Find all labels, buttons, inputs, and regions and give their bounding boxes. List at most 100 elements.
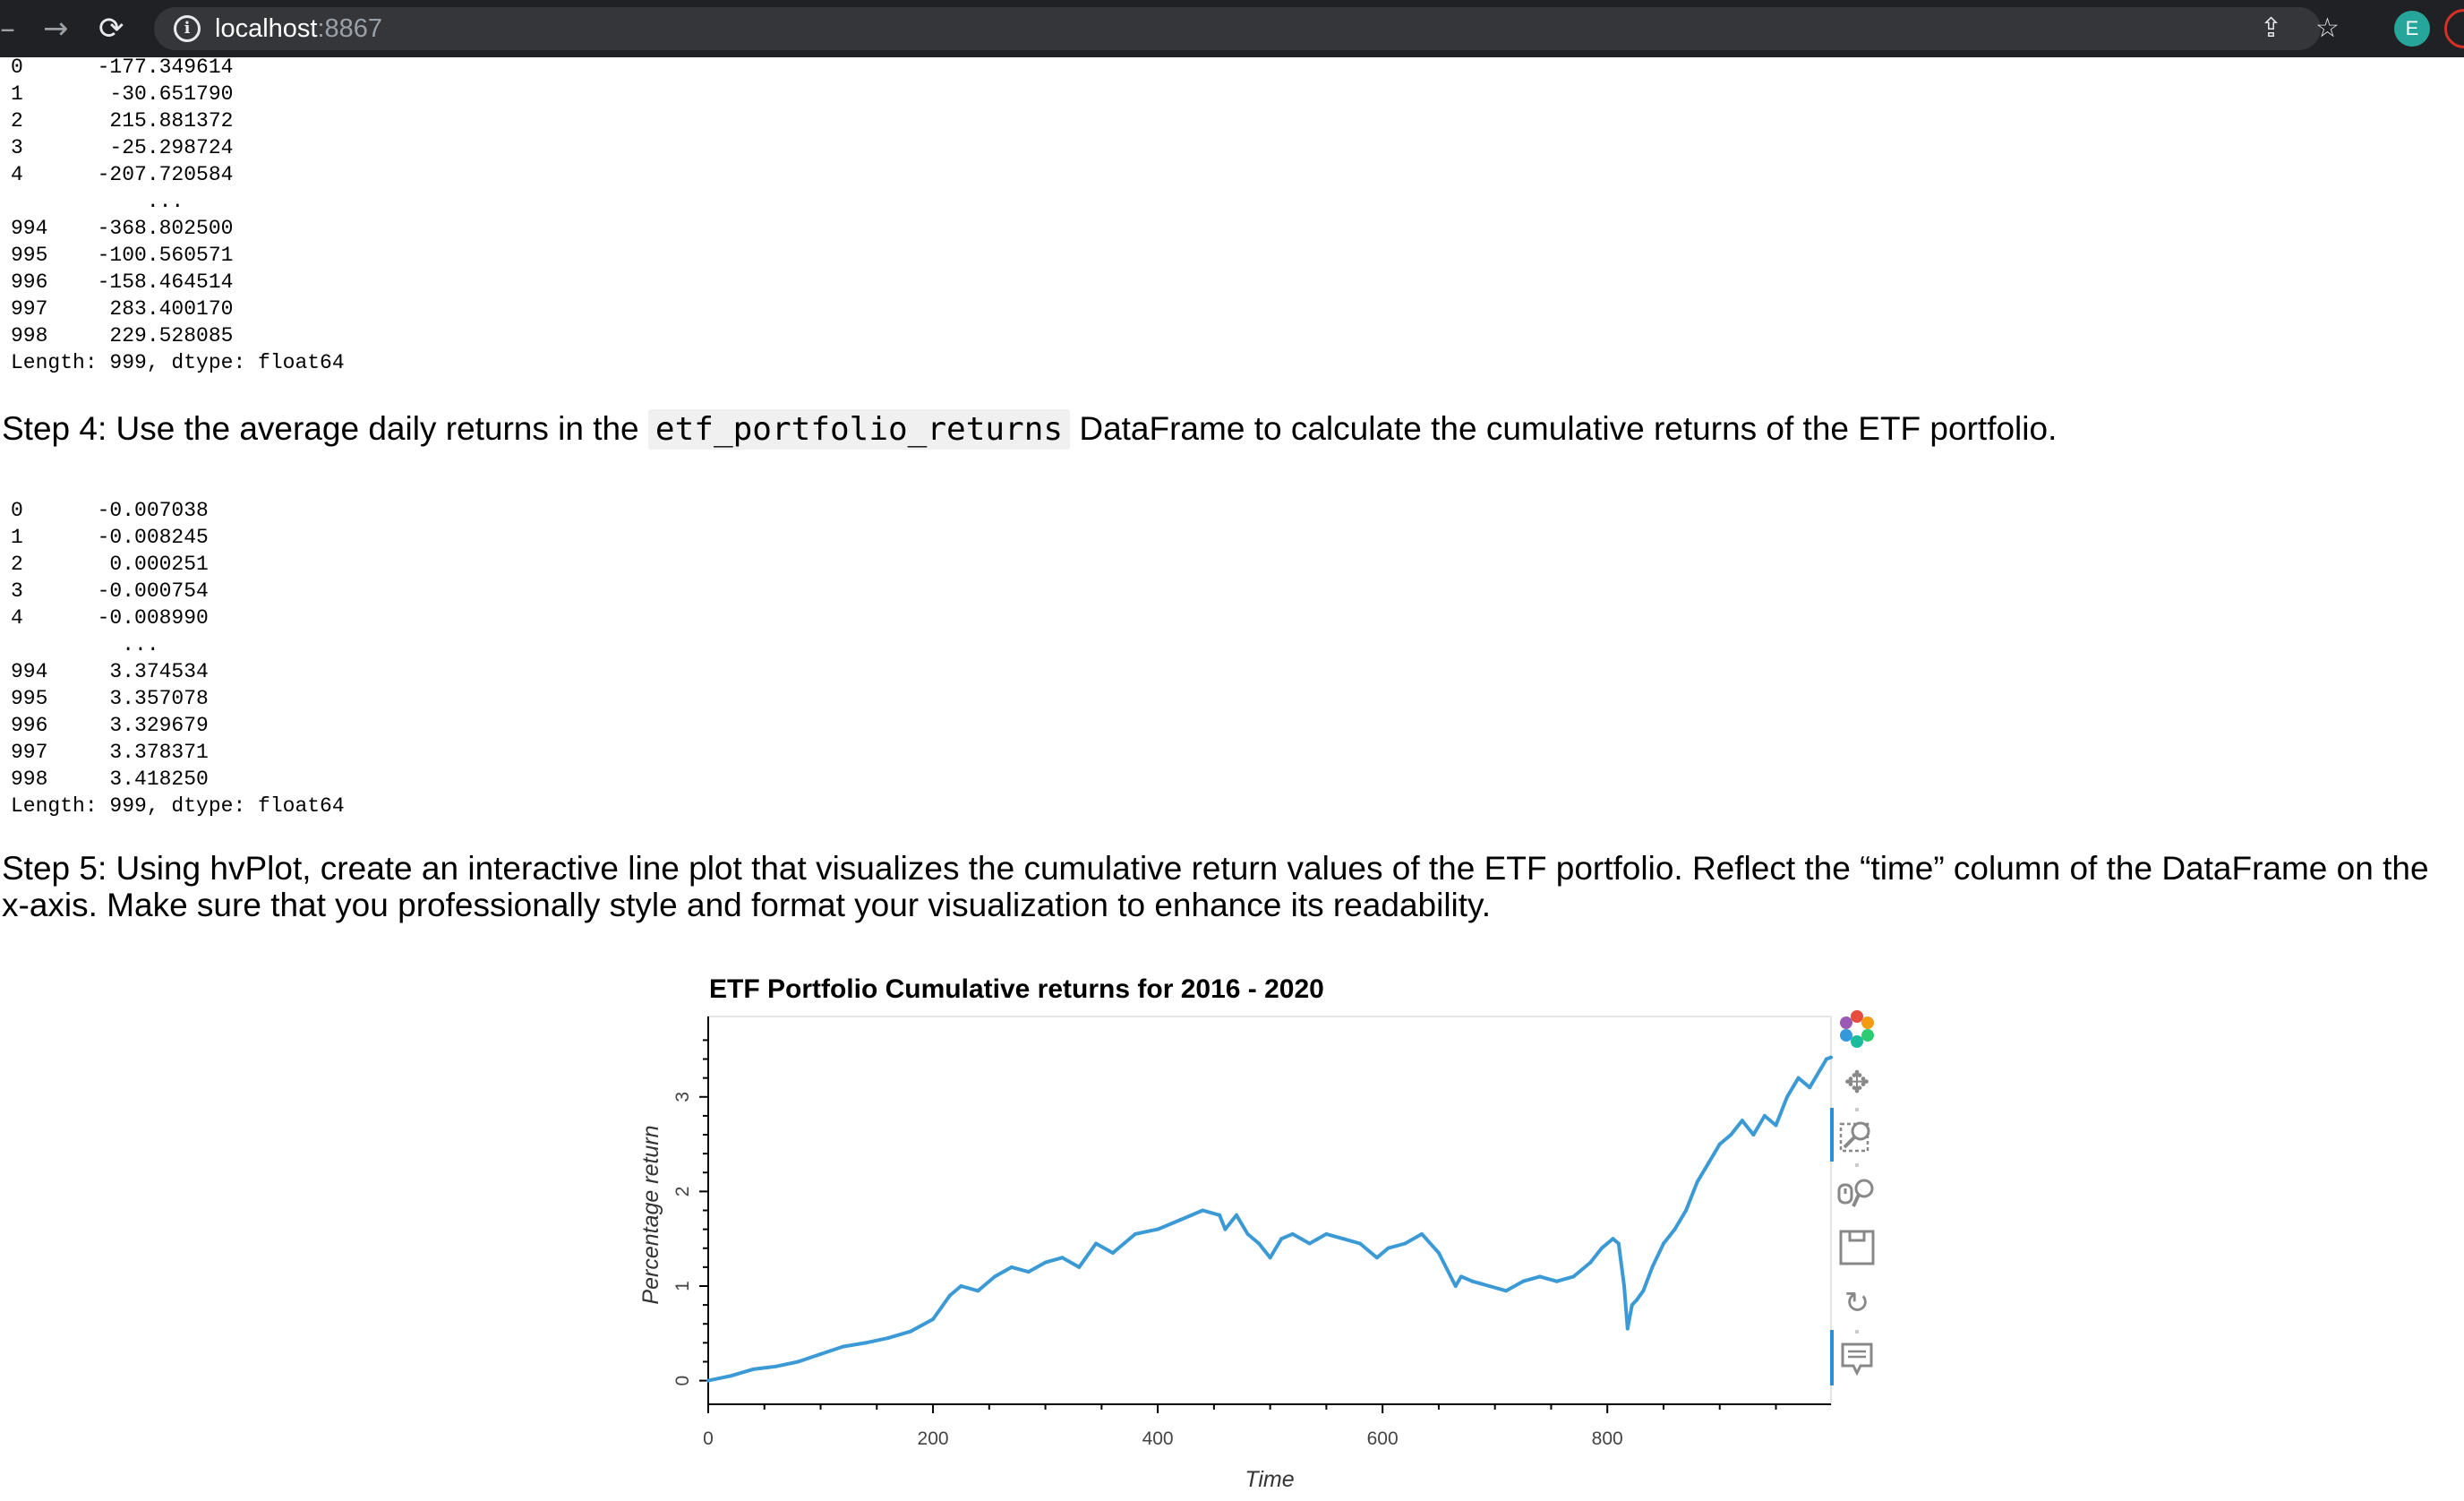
series-output-2: 0 -0.007038 1 -0.008245 2 0.000251 3 -0.000… bbox=[11, 497, 345, 819]
plot-frame bbox=[707, 1016, 1832, 1405]
output-line: 995 -100.560571 bbox=[11, 244, 234, 267]
address-bar[interactable]: i localhost:8867 ⇪ ☆ bbox=[154, 7, 2340, 50]
output-line: 2 0.000251 bbox=[11, 553, 209, 576]
reset-icon[interactable]: ↻ bbox=[1844, 1285, 1870, 1321]
data-point bbox=[1796, 1076, 1801, 1080]
data-point bbox=[1201, 1208, 1205, 1213]
output-line: 4 -0.008990 bbox=[11, 606, 209, 630]
wheel-zoom-icon[interactable] bbox=[1835, 1171, 1878, 1214]
output-line: 996 -158.464514 bbox=[11, 270, 234, 294]
save-icon[interactable] bbox=[1835, 1226, 1878, 1269]
data-point bbox=[1077, 1265, 1082, 1269]
output-line: ... bbox=[11, 190, 234, 213]
data-point bbox=[1634, 1298, 1638, 1302]
series-output-1: 0 -177.349614 1 -30.651790 2 215.881372 3 -… bbox=[11, 54, 345, 376]
data-point bbox=[886, 1336, 890, 1341]
output-line: Length: 999, dtype: float64 bbox=[11, 351, 345, 374]
data-point bbox=[1762, 1113, 1767, 1118]
data-point bbox=[1622, 1283, 1627, 1288]
data-point bbox=[1808, 1085, 1812, 1090]
back-icon[interactable]: – bbox=[0, 11, 15, 47]
output-line: 994 3.374534 bbox=[11, 660, 209, 683]
data-point bbox=[1774, 1123, 1778, 1128]
output-line: 0 -0.007038 bbox=[11, 499, 209, 522]
data-point bbox=[1234, 1213, 1238, 1217]
data-point bbox=[1374, 1256, 1379, 1260]
data-point bbox=[1729, 1133, 1733, 1137]
data-point bbox=[1223, 1227, 1228, 1231]
reload-icon[interactable]: ⟳ bbox=[98, 11, 124, 47]
forward-icon[interactable]: → bbox=[43, 11, 69, 47]
data-point bbox=[1307, 1241, 1312, 1246]
x-tick-label: 600 bbox=[1367, 1428, 1399, 1449]
data-point bbox=[1094, 1241, 1099, 1246]
data-point bbox=[1324, 1231, 1329, 1236]
bookmark-star-icon[interactable]: ☆ bbox=[2315, 13, 2340, 44]
data-point bbox=[706, 1378, 710, 1383]
data-point bbox=[1156, 1227, 1160, 1231]
series-line bbox=[707, 1055, 1832, 1383]
data-point bbox=[1537, 1274, 1542, 1279]
info-icon[interactable]: i bbox=[174, 15, 201, 42]
bokeh-logo-icon[interactable] bbox=[1835, 1008, 1878, 1051]
output-line: 0 -177.349614 bbox=[11, 56, 234, 79]
data-point bbox=[1341, 1237, 1346, 1241]
data-point bbox=[1060, 1256, 1065, 1260]
data-point bbox=[751, 1367, 756, 1371]
output-line: 1 -30.651790 bbox=[11, 82, 234, 106]
url-text[interactable]: localhost:8867 bbox=[215, 7, 382, 50]
data-point bbox=[1470, 1279, 1475, 1283]
output-line: Length: 999, dtype: float64 bbox=[11, 794, 345, 818]
output-line: 2 215.881372 bbox=[11, 109, 234, 133]
data-point bbox=[1459, 1274, 1464, 1279]
data-point bbox=[1257, 1241, 1262, 1246]
chart-title: ETF Portfolio Cumulative returns for 201… bbox=[709, 974, 1324, 1004]
output-line: 997 3.378371 bbox=[11, 741, 209, 764]
data-point bbox=[1403, 1241, 1407, 1246]
data-point bbox=[1625, 1326, 1630, 1331]
active-tool-indicator bbox=[1830, 1330, 1834, 1385]
data-point bbox=[1818, 1067, 1823, 1071]
x-tick-label: 0 bbox=[703, 1428, 714, 1449]
pan-icon[interactable]: ✥ bbox=[1844, 1065, 1870, 1101]
data-point bbox=[1695, 1179, 1699, 1184]
data-point bbox=[1717, 1142, 1722, 1146]
data-point bbox=[1554, 1279, 1559, 1283]
data-point bbox=[1611, 1237, 1615, 1241]
data-point bbox=[1386, 1246, 1390, 1250]
output-line: 995 3.357078 bbox=[11, 687, 209, 710]
share-icon[interactable]: ⇪ bbox=[2260, 13, 2283, 44]
data-point bbox=[1707, 1161, 1711, 1165]
step4-text-after: DataFrame to calculate the cumulative re… bbox=[1070, 410, 2058, 447]
x-tick-label: 400 bbox=[1142, 1428, 1174, 1449]
chart-toolbar: ✥ ↻ bbox=[1830, 1008, 1878, 1393]
hover-icon[interactable] bbox=[1835, 1337, 1878, 1380]
data-point bbox=[1110, 1251, 1115, 1256]
output-line: 997 283.400170 bbox=[11, 297, 234, 321]
output-line: ... bbox=[11, 633, 209, 656]
output-line: 3 -0.000754 bbox=[11, 579, 209, 603]
url-port: :8867 bbox=[317, 14, 383, 43]
y-tick-label: 1 bbox=[672, 1281, 693, 1291]
data-point bbox=[1740, 1119, 1744, 1123]
data-point bbox=[1630, 1303, 1634, 1308]
step5-heading: Step 5: Using hvPlot, create an interact… bbox=[2, 850, 2429, 923]
box-zoom-icon[interactable] bbox=[1835, 1115, 1878, 1158]
data-point bbox=[1178, 1218, 1183, 1222]
data-point bbox=[863, 1341, 868, 1345]
data-point bbox=[1829, 1055, 1833, 1059]
profile-avatar[interactable]: E bbox=[2394, 11, 2430, 47]
data-point bbox=[1599, 1246, 1604, 1250]
data-point bbox=[774, 1364, 778, 1368]
data-point bbox=[1218, 1213, 1222, 1217]
data-point bbox=[818, 1352, 823, 1357]
data-point bbox=[959, 1283, 963, 1288]
data-point bbox=[1436, 1251, 1441, 1256]
data-point bbox=[1279, 1237, 1284, 1241]
data-point bbox=[1026, 1270, 1031, 1274]
browser-toolbar: – → ⟳ i localhost:8867 ⇪ ☆ E bbox=[0, 0, 2464, 57]
data-point bbox=[1043, 1260, 1048, 1265]
data-point bbox=[1785, 1094, 1790, 1099]
step4-code: etf_portfolio_returns bbox=[647, 409, 1071, 450]
